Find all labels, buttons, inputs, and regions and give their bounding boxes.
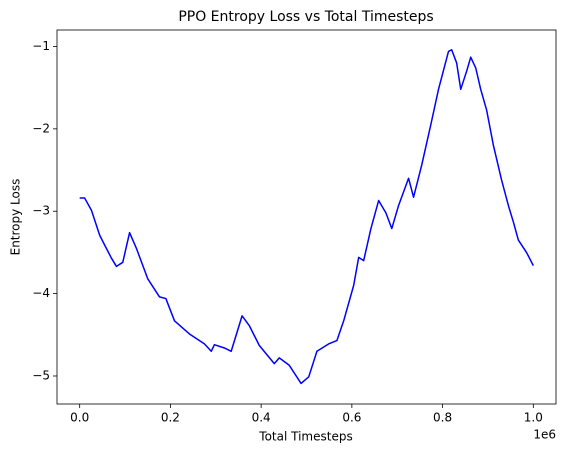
chart-title: PPO Entropy Loss vs Total Timesteps xyxy=(178,9,433,25)
x-axis-label: Total Timesteps xyxy=(258,430,352,444)
x-tick-label: 0.2 xyxy=(161,411,180,425)
y-tick-label: −4 xyxy=(32,286,50,300)
y-tick-label: −5 xyxy=(32,368,50,382)
y-axis-label: Entropy Loss xyxy=(9,179,23,256)
x-tick-label: 0.8 xyxy=(433,411,452,425)
line xyxy=(79,49,534,385)
y-tick-label: −3 xyxy=(32,204,50,218)
y-tick-label: −1 xyxy=(32,39,50,53)
x-tick-label: 0.6 xyxy=(342,411,361,425)
y-tick-label: −2 xyxy=(32,121,50,135)
x-tick-label: 1.0 xyxy=(524,411,543,425)
x-offset-label: 1e6 xyxy=(533,428,556,442)
x-tick-label: 0.4 xyxy=(252,411,271,425)
axes-frame xyxy=(56,29,557,405)
x-tick-label: 0.0 xyxy=(70,411,89,425)
